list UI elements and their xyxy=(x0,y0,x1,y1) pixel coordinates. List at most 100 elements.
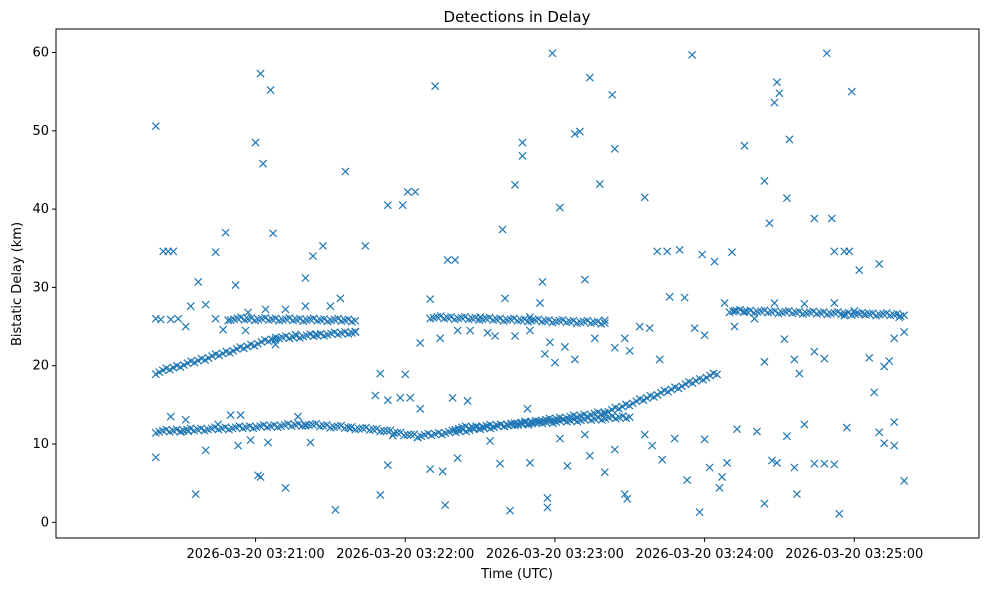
lower-track-point xyxy=(259,420,268,430)
data-point xyxy=(269,229,278,238)
data-point xyxy=(570,129,579,138)
data-point xyxy=(496,459,505,468)
upper-track-point xyxy=(520,315,529,324)
lower-track-point xyxy=(379,426,388,435)
data-point xyxy=(550,358,559,367)
data-point xyxy=(219,325,228,334)
data-point xyxy=(590,334,599,343)
data-point xyxy=(730,306,739,315)
rising-track-point xyxy=(663,387,672,396)
upper-track-point xyxy=(344,315,353,324)
data-point xyxy=(623,494,632,503)
upper-track-point xyxy=(509,314,519,323)
lower-track-point xyxy=(406,430,415,439)
data-point xyxy=(318,241,327,250)
data-point xyxy=(835,509,844,518)
data-point xyxy=(608,90,617,99)
data-point xyxy=(767,456,776,465)
data-point xyxy=(463,396,472,405)
lower-track-point xyxy=(284,419,293,428)
data-point xyxy=(875,428,884,437)
rising-track-point xyxy=(656,388,665,397)
data-point xyxy=(842,423,851,432)
data-point xyxy=(169,247,178,256)
data-point xyxy=(700,331,709,340)
upper-track-point xyxy=(236,313,246,322)
axis-ticks: 0 10 20 30 40 50 60 2026-03-20 03:21:00 2026-03-… xyxy=(32,45,923,562)
upper-track-point xyxy=(746,306,755,315)
data-point xyxy=(740,141,749,150)
data-point xyxy=(181,322,190,331)
upper-track-point xyxy=(882,308,891,318)
upper-track-point xyxy=(447,312,456,321)
lower-track-point xyxy=(270,420,279,430)
data-point xyxy=(166,315,175,324)
data-point xyxy=(555,434,564,443)
data-point xyxy=(518,138,527,147)
data-point xyxy=(426,295,435,304)
rising-track-point xyxy=(642,394,651,403)
data-point xyxy=(548,49,557,58)
lower-track-point xyxy=(400,431,409,440)
data-point xyxy=(538,277,547,286)
data-point xyxy=(361,241,370,250)
data-point xyxy=(658,455,667,464)
plot-area xyxy=(56,29,979,538)
data-point xyxy=(543,503,552,512)
data-point xyxy=(501,294,510,303)
lower-track-point xyxy=(322,421,331,430)
upper-track-point xyxy=(436,312,445,321)
data-point xyxy=(625,346,634,355)
data-point xyxy=(580,430,589,439)
data-point xyxy=(251,138,260,147)
data-point xyxy=(820,354,829,363)
data-point xyxy=(563,461,572,470)
rising-track-point xyxy=(699,375,708,384)
data-point xyxy=(720,299,729,308)
data-point xyxy=(221,228,230,237)
upper-track-point xyxy=(900,311,909,320)
upper-track-point xyxy=(583,316,592,325)
data-point xyxy=(518,151,527,160)
data-point xyxy=(663,247,672,256)
data-point xyxy=(705,463,714,472)
data-point xyxy=(406,393,415,402)
data-point xyxy=(780,335,789,344)
data-point xyxy=(782,194,791,203)
data-point xyxy=(416,338,425,348)
data-point xyxy=(211,314,220,323)
data-point xyxy=(760,176,769,185)
data-point xyxy=(640,430,649,439)
upper-track-point xyxy=(285,314,294,323)
rising-track-point xyxy=(677,382,687,391)
data-point xyxy=(683,476,692,485)
data-point xyxy=(670,434,679,443)
data-point xyxy=(595,180,604,189)
data-point xyxy=(431,82,440,91)
data-point xyxy=(151,453,160,462)
data-point xyxy=(346,424,355,433)
upper-track-point xyxy=(809,307,818,316)
x-axis-label: Time (UTC) xyxy=(480,567,553,582)
y-tick-label: 10 xyxy=(32,437,49,452)
upper-track-point xyxy=(351,316,360,325)
data-point xyxy=(181,415,190,424)
data-point xyxy=(830,460,839,469)
data-point xyxy=(545,338,554,347)
data-point xyxy=(740,307,749,316)
rising-track-point xyxy=(691,376,701,385)
data-point xyxy=(750,314,759,323)
rising-track-point xyxy=(688,379,697,388)
data-point xyxy=(466,326,475,335)
data-point xyxy=(311,330,320,339)
lower-track-point xyxy=(389,429,398,438)
data-point xyxy=(890,334,899,343)
upper-track-point xyxy=(544,315,553,324)
lower-track-point xyxy=(337,421,346,430)
rising-track-point xyxy=(713,370,722,379)
data-point xyxy=(234,441,243,450)
upper-track-point xyxy=(485,313,494,322)
data-point xyxy=(752,427,762,436)
data-point xyxy=(690,324,699,333)
y-tick-label: 40 xyxy=(32,202,49,217)
